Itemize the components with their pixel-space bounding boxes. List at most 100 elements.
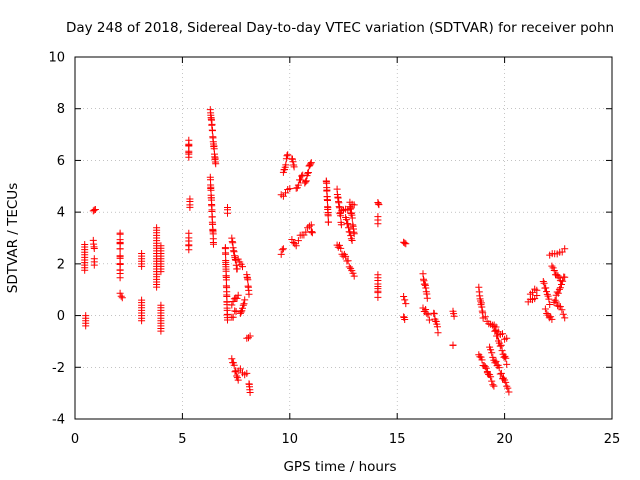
data-point <box>91 206 99 213</box>
data-point <box>90 245 98 252</box>
data-point <box>555 285 563 293</box>
data-point <box>82 322 90 330</box>
data-point <box>375 201 383 209</box>
data-point <box>233 265 241 273</box>
data-point <box>278 246 286 254</box>
data-point <box>234 291 242 299</box>
y-tick-label: 4 <box>57 206 65 221</box>
data-point <box>505 388 513 396</box>
data-point <box>374 293 382 301</box>
x-tick-label: 20 <box>496 432 513 447</box>
data-point <box>350 201 358 209</box>
data-point <box>302 178 310 186</box>
data-point <box>423 309 431 317</box>
data-point <box>244 276 252 284</box>
data-point <box>401 239 409 247</box>
data-point <box>543 310 551 317</box>
data-point <box>401 316 409 323</box>
data-point <box>138 262 146 270</box>
data-point <box>324 212 332 220</box>
data-point <box>222 250 230 258</box>
data-point <box>497 369 505 377</box>
data-point <box>294 181 302 189</box>
data-point <box>307 159 315 167</box>
data-point <box>279 245 287 253</box>
data-point <box>423 294 431 302</box>
data-point <box>559 277 567 285</box>
data-point <box>478 356 486 364</box>
data-point <box>302 177 310 185</box>
data-point <box>554 289 562 297</box>
data-point <box>297 176 304 184</box>
data-point <box>558 306 566 314</box>
x-tick-label: 0 <box>71 432 79 447</box>
data-point <box>230 361 238 369</box>
data-point <box>344 220 352 228</box>
data-point <box>542 284 550 292</box>
y-tick-label: 6 <box>57 154 65 169</box>
data-point <box>289 158 297 166</box>
data-point <box>550 267 558 274</box>
data-point <box>496 342 504 350</box>
y-tick-label: -4 <box>52 413 65 428</box>
data-point <box>337 212 345 220</box>
data-point <box>545 295 553 303</box>
x-tick-label: 10 <box>282 432 299 447</box>
data-point <box>209 127 216 135</box>
data-point <box>234 255 242 263</box>
data-point <box>233 372 241 380</box>
data-point <box>561 245 569 253</box>
data-point <box>294 237 302 245</box>
data-point <box>308 229 316 237</box>
data-point <box>449 341 457 349</box>
data-point <box>487 373 495 381</box>
data-point <box>90 261 98 269</box>
data-point <box>502 354 510 362</box>
data-point <box>504 384 512 392</box>
data-point <box>551 296 559 304</box>
data-point <box>240 300 248 308</box>
data-point <box>324 197 331 204</box>
data-point <box>304 169 312 177</box>
data-point <box>239 301 247 309</box>
data-point <box>224 209 231 217</box>
data-point <box>157 327 165 335</box>
data-point <box>342 252 350 260</box>
data-point <box>116 245 124 253</box>
data-point <box>241 296 249 304</box>
data-point <box>481 313 489 321</box>
data-point <box>552 298 560 306</box>
data-point <box>236 365 244 373</box>
data-point <box>243 369 251 377</box>
data-point <box>344 257 352 265</box>
data-point <box>245 290 253 298</box>
data-point <box>208 206 216 214</box>
tick-labels: 0 5 10 15 20 25 -4 -2 0 2 4 6 8 10 <box>48 51 620 448</box>
data-point <box>116 289 124 297</box>
data-point <box>290 163 298 171</box>
data-point <box>556 303 564 311</box>
data-point <box>546 301 554 308</box>
data-point <box>116 253 124 261</box>
data-point <box>500 353 508 361</box>
plot-frame <box>74 56 613 420</box>
data-point <box>307 221 315 229</box>
data-point <box>487 346 495 354</box>
data-point <box>81 266 89 274</box>
data-point <box>117 292 125 300</box>
data-point <box>228 301 236 309</box>
data-point <box>239 263 246 271</box>
data-point <box>488 377 496 385</box>
data-point <box>558 281 565 288</box>
data-point <box>308 228 316 236</box>
data-point <box>336 241 343 249</box>
data-point <box>481 363 489 371</box>
y-axis-label: SDTVAR / TECUs <box>5 183 21 293</box>
data-point <box>433 323 441 331</box>
x-axis-label: GPS time / hours <box>283 459 396 475</box>
data-point <box>224 316 231 324</box>
data-point <box>548 262 556 270</box>
data-point <box>498 347 506 355</box>
data-point <box>402 240 410 248</box>
